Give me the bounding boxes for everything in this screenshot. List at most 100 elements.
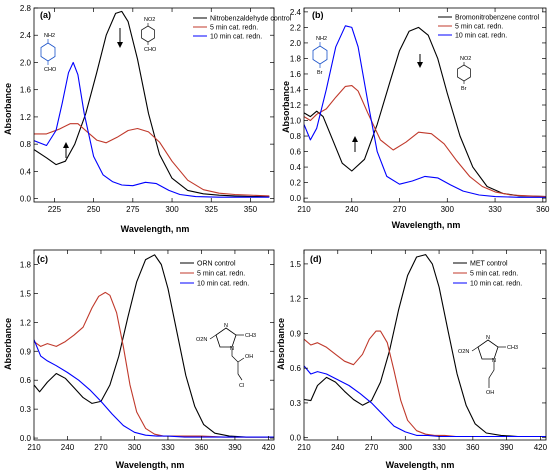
benzene-ring — [40, 42, 56, 62]
x-tick-label: 250 — [87, 205, 101, 214]
x-axis-title: Wavelength, nm — [116, 460, 185, 470]
x-tick-label: 210 — [27, 443, 41, 452]
series-lines — [34, 10, 270, 198]
methyl-group-label: CH3 — [507, 345, 518, 351]
series-line — [304, 85, 546, 198]
x-tick-label: 390 — [500, 443, 514, 452]
series-line — [304, 330, 546, 438]
amino-group-label: NH2 — [316, 36, 327, 42]
panel-label: (d) — [310, 254, 322, 264]
legend-label: ORN control — [197, 261, 236, 268]
y-tick-label: 1.8 — [290, 54, 302, 63]
y-tick-label: 0.9 — [20, 347, 32, 356]
plot-frame — [33, 249, 275, 441]
y-tick-label: 1.5 — [290, 260, 302, 269]
x-tick-label: 210 — [297, 205, 311, 214]
legend-label: 10 min cat. redn. — [455, 33, 507, 40]
legend-label: 10 min cat. redn. — [470, 281, 522, 288]
y-tick-label: 1.2 — [20, 113, 32, 122]
axis-ticks: 225 250 275 300 325 350 0.0 0.4 0.8 1.2 1.6 2.0 2.4 2… — [20, 4, 274, 214]
x-tick-label: 275 — [126, 205, 140, 214]
structure-bond — [237, 357, 245, 363]
nitro-group-label: NO2 — [460, 56, 471, 62]
x-tick-label: 300 — [399, 443, 413, 452]
x-tick-label: 330 — [161, 443, 175, 452]
y-tick-label: 1.5 — [20, 289, 32, 298]
x-tick-label: 300 — [165, 205, 179, 214]
series-line — [304, 365, 546, 438]
molecule-bromonitrobenzene: NO2 Br — [457, 56, 471, 92]
benzene-ring — [457, 64, 471, 82]
x-tick-label: 300 — [441, 205, 455, 214]
y-tick-label: 0.6 — [290, 364, 302, 373]
chart-panel-d: 210 240 270 300 330 360 390 420 0.0 0.3 0.6 0.9 1.2 1… — [276, 249, 548, 470]
series-lines — [34, 254, 274, 438]
side-chain — [488, 359, 495, 388]
x-axis-title: Wavelength, nm — [386, 460, 455, 470]
y-tick-label: 0.0 — [290, 194, 302, 203]
ring-nitrogen-label: N — [486, 335, 490, 341]
structure-bond — [471, 346, 479, 352]
x-tick-label: 240 — [345, 205, 359, 214]
benzene-ring — [312, 45, 328, 65]
y-tick-label: 2.0 — [20, 58, 32, 67]
y-axis-title: Absorbance — [281, 81, 291, 133]
arrow-down-icon — [117, 28, 123, 48]
y-tick-label: 2.4 — [290, 8, 302, 17]
y-tick-label: 1.2 — [290, 295, 302, 304]
y-tick-label: 1.2 — [20, 318, 32, 327]
legend-label: 10 min cat. redn. — [197, 281, 249, 288]
x-tick-label: 420 — [262, 443, 276, 452]
axis-ticks: 210 240 270 300 330 360 0.0 0.2 0.4 0.6 0.8 1.0 1.2 1… — [290, 8, 550, 214]
series-line — [34, 291, 274, 438]
arrow-up-icon — [63, 142, 69, 158]
y-tick-label: 2.4 — [20, 31, 32, 40]
y-tick-label: 1.8 — [20, 260, 32, 269]
legend-label: 5 min cat. redn. — [470, 271, 518, 278]
y-tick-label: 0.8 — [20, 140, 32, 149]
y-tick-label: 0.0 — [290, 434, 302, 443]
y-tick-label: 0.4 — [290, 163, 302, 172]
hydroxyl-group-label: OH — [245, 354, 253, 360]
benzene-ring — [141, 25, 155, 43]
nitro-group-label: NO2 — [144, 17, 155, 23]
aldehyde-group-label: CHO — [144, 47, 157, 53]
ring-nitrogen-label: N — [224, 323, 228, 329]
y-axis-title: Absorbance — [3, 318, 13, 370]
y-axis-title: Absorbance — [3, 83, 13, 135]
axis-ticks: 210 240 270 300 330 360 390 420 0.0 0.3 0.6 0.9 1.2 1… — [20, 250, 276, 452]
series-lines — [304, 254, 546, 438]
x-tick-label: 300 — [128, 443, 142, 452]
y-tick-label: 0.6 — [290, 148, 302, 157]
nitro-group-label: O2N — [196, 337, 207, 343]
x-tick-label: 350 — [244, 205, 258, 214]
x-tick-label: 270 — [393, 205, 407, 214]
y-tick-label: 0.8 — [290, 132, 302, 141]
arrow-down-icon — [417, 54, 423, 68]
legend-label: 5 min cat. redn. — [197, 271, 245, 278]
x-tick-label: 240 — [331, 443, 345, 452]
molecule-nitrobenzaldehyde: NO2 CHO — [141, 17, 157, 53]
bromo-group-label: Br — [461, 86, 467, 92]
x-tick-label: 210 — [297, 443, 311, 452]
imidazole-ring — [477, 339, 499, 360]
x-tick-label: 390 — [228, 443, 242, 452]
series-line — [34, 123, 270, 197]
y-axis-title: Absorbance — [276, 318, 286, 370]
aldehyde-group-label: CHO — [44, 67, 57, 73]
x-tick-label: 240 — [61, 443, 75, 452]
series-line — [34, 10, 270, 198]
x-tick-label: 270 — [94, 443, 108, 452]
legend-label: 5 min cat. redn. — [455, 24, 503, 31]
molecule-ornidazole: N N CH3 O2N OH Cl — [196, 323, 256, 389]
series-line — [304, 26, 546, 198]
y-tick-label: 1.2 — [290, 101, 302, 110]
y-tick-label: 0.2 — [290, 179, 302, 188]
legend: Bromonitrobenzene control 5 min cat. red… — [438, 15, 539, 40]
x-tick-label: 360 — [466, 443, 480, 452]
y-tick-label: 1.6 — [20, 86, 32, 95]
chart-panel-a: 225 250 275 300 325 350 0.0 0.4 0.8 1.2 1.6 2.0 2.4 2… — [3, 4, 292, 234]
panel-label: (c) — [37, 254, 48, 264]
y-tick-label: 0.3 — [20, 405, 32, 414]
legend: Nitrobenzaldehyde control 5 min cat. red… — [193, 16, 292, 41]
